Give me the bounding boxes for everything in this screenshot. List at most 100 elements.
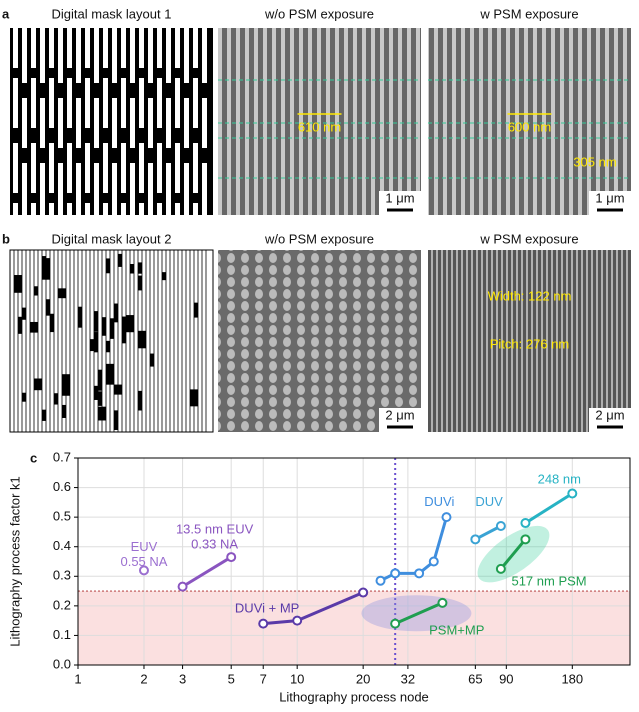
mask-line	[166, 28, 171, 83]
mask-line	[175, 78, 180, 128]
fit-line	[499, 538, 527, 570]
x-tick-label: 90	[499, 671, 513, 686]
mask-line	[103, 28, 108, 68]
mask-line	[139, 143, 144, 193]
mask-line	[166, 98, 171, 148]
mask-block	[94, 332, 98, 353]
mask-line	[175, 203, 180, 215]
y-axis-label: Lithography process factor k1	[7, 476, 22, 647]
mask-line	[67, 203, 72, 215]
x-tick-label: 20	[356, 671, 370, 686]
y-tick-label: 0.7	[53, 449, 71, 464]
mask-line	[49, 203, 54, 215]
data-point	[441, 512, 452, 523]
mask-line	[13, 143, 18, 193]
x-tick-label: 2	[140, 671, 147, 686]
mask-block	[130, 263, 134, 274]
mask-line	[121, 203, 126, 215]
mask-line	[85, 143, 90, 193]
image-title: w/o PSM exposure	[264, 231, 374, 246]
mask-block	[106, 363, 114, 385]
x-tick-label: 3	[179, 671, 186, 686]
annotation: 600 nm	[508, 119, 551, 134]
data-point	[495, 563, 506, 574]
data-point	[390, 618, 401, 629]
data-point	[226, 552, 237, 563]
mask-block	[114, 303, 118, 323]
mask-line	[31, 78, 36, 128]
mask-block	[94, 311, 98, 332]
mask-line	[112, 163, 117, 215]
mask-line	[22, 28, 27, 83]
mask-block	[22, 392, 26, 402]
mask-block	[114, 384, 122, 395]
sem	[428, 28, 631, 215]
annotation: Width: 122 nm	[488, 288, 572, 303]
mask-line	[157, 143, 162, 193]
mask-line	[58, 28, 63, 83]
scale-label: 1 μm	[385, 190, 414, 205]
series-label: DUVi	[424, 494, 454, 509]
x-tick-label: 180	[561, 671, 583, 686]
mask-line	[193, 28, 198, 68]
mask-block	[106, 258, 110, 274]
mask-block	[150, 353, 154, 367]
fit-line	[524, 492, 574, 525]
mask-line	[85, 203, 90, 215]
plot-frame	[77, 457, 631, 666]
mask-line	[139, 78, 144, 128]
mask-line	[193, 203, 198, 215]
mask-line	[22, 163, 27, 215]
mask-line	[49, 143, 54, 193]
panel-label: b	[2, 231, 10, 246]
y-tick-label: 0.3	[53, 568, 71, 583]
mask-line	[103, 78, 108, 128]
x-tick-label: 65	[468, 671, 482, 686]
mask-block	[34, 378, 42, 391]
image-title: Digital mask layout 2	[52, 231, 172, 246]
mask-line	[40, 98, 45, 148]
chart-label: c	[30, 450, 37, 465]
mask-block	[98, 369, 102, 391]
mask-line	[139, 203, 144, 215]
scale-label: 2 μm	[595, 407, 624, 422]
data-point	[138, 565, 149, 576]
mask-line	[94, 28, 99, 83]
mask-block	[42, 256, 46, 265]
y-tick-label: 0.6	[53, 479, 71, 494]
series-label: 517 nm PSM	[511, 574, 586, 589]
image-title: w PSM exposure	[479, 231, 578, 246]
image-title: w PSM exposure	[479, 6, 578, 21]
mask-line	[31, 28, 36, 68]
x-tick-label: 1	[74, 671, 81, 686]
mask-block	[162, 272, 166, 281]
mask-line	[148, 98, 153, 148]
data-point	[177, 581, 188, 592]
annotation: 305 nm	[573, 154, 616, 169]
mask-line	[103, 143, 108, 193]
fit-line	[379, 516, 448, 583]
mask-line	[121, 143, 126, 193]
mask-line	[148, 28, 153, 83]
mask-block	[190, 389, 198, 407]
image-title: Digital mask layout 1	[52, 6, 172, 21]
low-k1-region	[78, 591, 630, 665]
x-tick-label: 10	[290, 671, 304, 686]
mask-line	[67, 28, 72, 68]
mask-line	[85, 28, 90, 68]
mask-block	[54, 393, 58, 405]
mask-line	[202, 98, 207, 148]
panel-label: a	[2, 6, 10, 21]
sem	[218, 28, 421, 215]
mask-line	[22, 98, 27, 148]
mask-line	[31, 143, 36, 193]
data-point	[358, 587, 369, 598]
data-point	[375, 575, 386, 586]
image	[428, 250, 631, 432]
mask-block	[18, 316, 22, 334]
data-point	[292, 615, 303, 626]
mask-line	[67, 78, 72, 128]
mask-bg	[9, 249, 214, 433]
mask-block	[110, 318, 114, 339]
